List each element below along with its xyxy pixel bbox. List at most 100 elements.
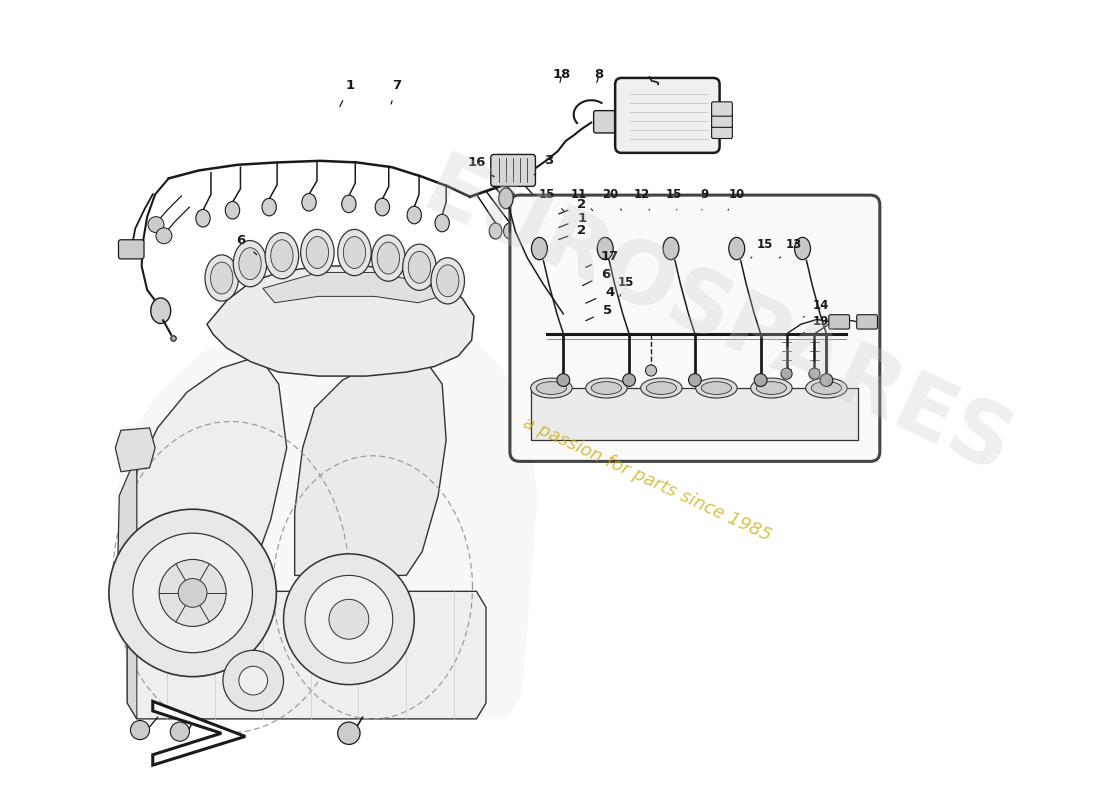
Circle shape (557, 374, 570, 386)
Ellipse shape (226, 202, 240, 219)
Circle shape (239, 666, 267, 695)
Ellipse shape (437, 265, 459, 297)
Ellipse shape (812, 382, 842, 394)
Ellipse shape (239, 248, 261, 280)
FancyBboxPatch shape (491, 154, 536, 186)
Ellipse shape (536, 382, 566, 394)
Text: 11: 11 (571, 188, 593, 210)
Ellipse shape (196, 210, 210, 227)
Ellipse shape (597, 238, 613, 260)
Ellipse shape (343, 237, 365, 269)
Ellipse shape (550, 265, 562, 280)
Text: 12: 12 (634, 188, 650, 210)
Circle shape (755, 374, 767, 386)
Text: 13: 13 (780, 238, 802, 258)
Text: 4: 4 (586, 286, 614, 303)
Ellipse shape (757, 382, 786, 394)
Ellipse shape (342, 195, 356, 213)
Ellipse shape (205, 255, 239, 301)
Ellipse shape (560, 309, 575, 329)
Text: 8: 8 (595, 68, 604, 82)
Ellipse shape (408, 251, 430, 283)
Polygon shape (263, 273, 447, 302)
Ellipse shape (431, 258, 464, 304)
Text: 7: 7 (392, 78, 402, 104)
Circle shape (284, 554, 415, 685)
Text: 15: 15 (750, 238, 773, 258)
FancyBboxPatch shape (712, 113, 733, 127)
Polygon shape (295, 356, 447, 575)
Text: 9: 9 (701, 188, 708, 210)
Ellipse shape (151, 298, 170, 323)
FancyBboxPatch shape (615, 78, 719, 153)
Ellipse shape (377, 242, 399, 274)
Ellipse shape (434, 214, 449, 232)
Text: a passion for parts since 1985: a passion for parts since 1985 (520, 414, 774, 546)
Polygon shape (153, 702, 245, 765)
Circle shape (329, 599, 368, 639)
Ellipse shape (794, 238, 811, 260)
Circle shape (338, 722, 360, 744)
Ellipse shape (663, 238, 679, 260)
FancyBboxPatch shape (119, 240, 144, 259)
Circle shape (133, 533, 252, 653)
Ellipse shape (591, 382, 622, 394)
Ellipse shape (375, 198, 389, 216)
Circle shape (781, 368, 792, 379)
Text: 6: 6 (235, 234, 256, 254)
Ellipse shape (702, 382, 732, 394)
Polygon shape (118, 464, 136, 607)
FancyBboxPatch shape (594, 110, 624, 133)
Text: EUROSPARES: EUROSPARES (410, 148, 1024, 493)
Ellipse shape (646, 382, 676, 394)
Polygon shape (131, 356, 287, 575)
Polygon shape (207, 266, 474, 376)
Ellipse shape (271, 240, 293, 272)
Text: 16: 16 (468, 156, 494, 177)
Ellipse shape (233, 241, 267, 286)
Ellipse shape (306, 237, 329, 269)
Circle shape (646, 365, 657, 376)
Text: 15: 15 (666, 188, 682, 210)
Ellipse shape (504, 223, 516, 239)
FancyBboxPatch shape (712, 102, 733, 116)
Ellipse shape (338, 230, 371, 276)
Text: 3: 3 (535, 154, 553, 175)
Text: 17: 17 (586, 250, 618, 267)
Ellipse shape (551, 277, 568, 297)
Circle shape (223, 650, 284, 711)
Circle shape (156, 228, 172, 244)
Ellipse shape (562, 325, 579, 345)
Ellipse shape (531, 238, 548, 260)
Text: 18: 18 (552, 68, 571, 82)
Ellipse shape (750, 378, 792, 398)
Polygon shape (116, 428, 155, 472)
Circle shape (820, 374, 833, 386)
Ellipse shape (585, 378, 627, 398)
Ellipse shape (498, 188, 513, 209)
Ellipse shape (695, 378, 737, 398)
Text: 15: 15 (538, 188, 563, 210)
Ellipse shape (640, 378, 682, 398)
Ellipse shape (403, 244, 437, 290)
FancyBboxPatch shape (828, 314, 849, 329)
Circle shape (178, 578, 207, 607)
Text: 20: 20 (602, 188, 621, 210)
Ellipse shape (554, 293, 571, 313)
Polygon shape (531, 388, 858, 440)
Text: 6: 6 (583, 267, 610, 286)
Text: 19: 19 (803, 315, 829, 333)
FancyBboxPatch shape (510, 195, 880, 462)
Text: 15: 15 (618, 275, 635, 296)
Ellipse shape (530, 378, 572, 398)
FancyBboxPatch shape (857, 314, 878, 329)
Polygon shape (128, 591, 486, 719)
Text: 1: 1 (559, 212, 586, 227)
Text: 10: 10 (728, 188, 745, 210)
Ellipse shape (546, 233, 558, 248)
Circle shape (808, 368, 820, 379)
Ellipse shape (518, 221, 530, 237)
Ellipse shape (805, 378, 847, 398)
Circle shape (109, 510, 276, 677)
Polygon shape (116, 312, 538, 719)
